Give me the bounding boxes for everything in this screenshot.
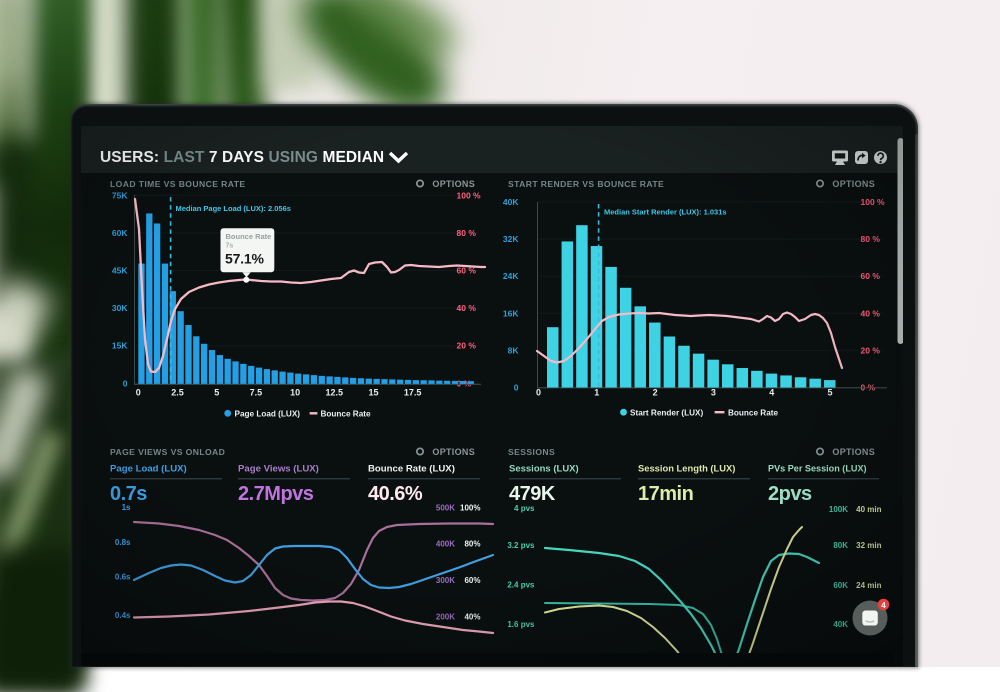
- svg-text:4: 4: [881, 601, 886, 610]
